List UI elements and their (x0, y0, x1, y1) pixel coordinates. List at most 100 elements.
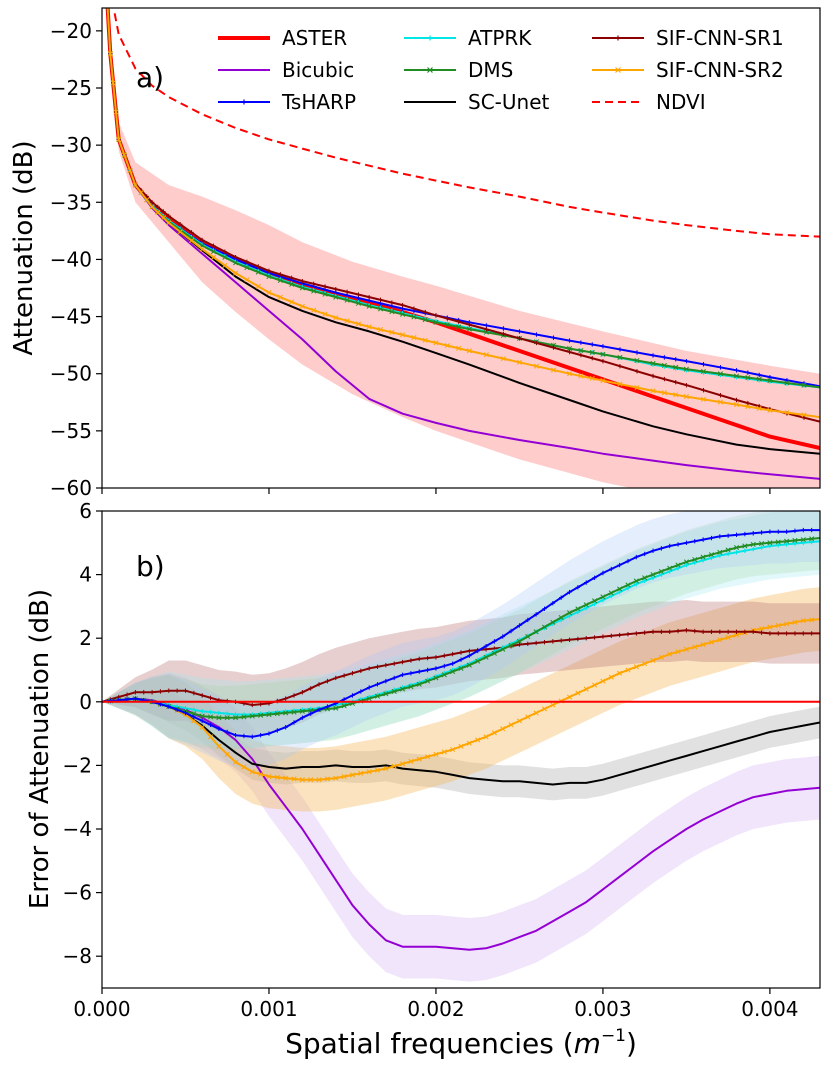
series-b-sc-unet (102, 689, 820, 801)
series-b-atprk-marker (751, 546, 756, 552)
series-b-dms-marker (784, 538, 790, 544)
series-b-dms-marker (717, 549, 723, 555)
series-a-sif-cnn-sr1-marker (378, 297, 383, 303)
legend-item-atprk-marker (427, 35, 433, 41)
series-a-sif-cnn-sr2-marker (138, 189, 144, 196)
x-axis-label-exp: −1 (601, 1026, 626, 1046)
series-b-sif-cnn-sr2-marker (533, 710, 539, 716)
series-b-sif-cnn-sr1-marker (425, 655, 430, 661)
series-b-atprk-marker (776, 542, 781, 548)
series-b-atprk-marker (625, 585, 631, 591)
series-b-tsharp-marker (667, 543, 672, 549)
series-b-dms-marker (575, 606, 581, 612)
series-b-tsharp-marker (166, 704, 171, 709)
series-b-sif-cnn-sr1-marker (809, 631, 814, 636)
series-b-dms-marker (541, 624, 548, 630)
series-a-dms-marker (589, 349, 595, 356)
series-b-atprk-marker (650, 575, 656, 580)
series-a-sif-cnn-sr2-marker (277, 294, 283, 300)
series-b-sif-cnn-sr2 (102, 587, 820, 812)
series-a-dms-marker (289, 281, 295, 287)
series-b-sif-cnn-sr1-marker (675, 628, 681, 634)
series-b-dms-marker (525, 634, 531, 640)
series-a-sif-cnn-sr2-marker (116, 136, 122, 142)
series-b-dms-marker (800, 537, 806, 543)
series-b-sif-cnn-sr1-marker (366, 666, 372, 671)
series-b-tsharp-marker (275, 728, 280, 733)
series-b-sif-cnn-sr1-marker (124, 692, 130, 697)
series-b-tsharp-marker (525, 617, 530, 623)
series-b-sif-cnn-sr2-marker (483, 734, 489, 740)
series-b-tsharp-marker (692, 539, 697, 544)
series-b-tsharp-marker (642, 551, 647, 557)
legend-item-dms-label: DMS (468, 58, 513, 82)
series-a-sif-cnn-sr2-marker (121, 152, 127, 158)
legend-item-sif-cnn-sr2-marker (615, 67, 621, 73)
series-b-tsharp-marker (592, 575, 597, 580)
series-b-atprk-marker (600, 597, 606, 603)
series-b-tsharp-marker (325, 704, 330, 709)
panel-b-y-tick-label: −2 (63, 753, 92, 777)
series-b-sif-cnn-sr2-marker (341, 773, 347, 780)
series-a-dms-marker (700, 368, 707, 375)
panel-a-y-tick-label: −55 (50, 419, 92, 443)
series-a-dms-marker (344, 297, 350, 303)
series-a-sif-cnn-sr1-marker (662, 376, 667, 382)
series-a-sif-cnn-sr1-marker (161, 209, 166, 214)
series-b-sif-cnn-sr1-marker (567, 637, 572, 642)
legend-item-dms: DMS (404, 58, 513, 82)
series-b-sif-cnn-sr1-marker (166, 688, 171, 693)
series-b-tsharp-marker (634, 554, 639, 560)
x-axis-label-var: m (574, 1027, 601, 1060)
series-a-dms-marker (433, 319, 439, 325)
series-b-dms (102, 511, 820, 750)
series-b-tsharp-marker (400, 672, 405, 677)
series-b-atprk-marker (584, 605, 589, 611)
series-b-dms-marker (224, 715, 230, 721)
series-a-dms-marker (377, 306, 384, 312)
series-b-dms-marker (533, 629, 539, 635)
series-b-tsharp-marker (383, 678, 389, 684)
series-b-sif-cnn-sr2-marker (358, 770, 364, 776)
series-b-sif-cnn-sr1-marker (759, 630, 764, 635)
series-b-tsharp-marker (483, 643, 489, 649)
series-a-sif-cnn-sr2-marker (400, 332, 406, 338)
series-b-dms-marker (625, 582, 631, 588)
series-b-atprk-marker (801, 540, 806, 545)
series-a-sif-cnn-sr2-marker (160, 215, 167, 221)
series-b-sif-cnn-sr2-marker (475, 737, 481, 743)
series-b-sif-cnn-sr2-marker (491, 730, 497, 736)
series-a-sif-cnn-sr2-marker (113, 109, 119, 115)
series-a-sif-cnn-sr1-marker (300, 278, 305, 284)
series-b-dms-marker (516, 638, 522, 644)
series-b-atprk-marker (667, 569, 672, 574)
series-b-sif-cnn-sr2-marker (416, 756, 422, 762)
series-b-sif-cnn-sr1-marker (767, 631, 773, 636)
x-axis-label-close: ) (626, 1027, 637, 1060)
legend-item-sif-cnn-sr1: SIF-CNN-SR1 (592, 26, 784, 50)
series-b-dms-marker (408, 684, 414, 690)
series-b-sif-cnn-sr2-marker (433, 751, 439, 757)
series-b-dms-marker (425, 678, 431, 684)
series-b-sif-cnn-sr1-marker (333, 675, 338, 681)
series-b-atprk-marker (609, 593, 614, 599)
series-b-sif-cnn-sr2-marker (725, 634, 731, 640)
series-a-sif-cnn-sr1-marker (445, 316, 450, 321)
series-b-tsharp-marker (609, 566, 614, 572)
series-a-sif-cnn-sr2-marker (311, 307, 317, 313)
series-b-sif-cnn-sr2-marker (224, 751, 230, 757)
series-a-tsharp-marker (745, 370, 751, 375)
series-b-dms-marker (233, 715, 239, 721)
series-b-sif-cnn-sr1-marker (575, 636, 581, 642)
series-b-sif-cnn-sr1-marker (592, 635, 597, 640)
series-b-dms-marker (500, 646, 506, 652)
series-b-sif-cnn-sr1-marker (383, 663, 389, 668)
series-a-tsharp-marker (590, 342, 595, 347)
series-b-sif-cnn-sr1-marker (751, 629, 756, 635)
series-b-atprk-marker (692, 560, 697, 565)
series-b-sif-cnn-sr2-marker (508, 722, 514, 728)
series-a-sif-cnn-sr2-marker (107, 51, 113, 57)
series-a-sif-cnn-sr2-marker (377, 327, 384, 333)
series-a-tsharp-marker (684, 358, 689, 364)
series-a-sif-cnn-sr2-marker (255, 283, 261, 289)
